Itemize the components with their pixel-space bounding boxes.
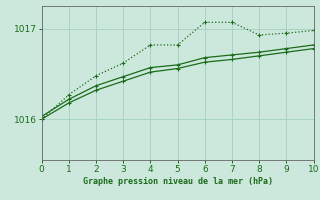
X-axis label: Graphe pression niveau de la mer (hPa): Graphe pression niveau de la mer (hPa) (83, 177, 273, 186)
